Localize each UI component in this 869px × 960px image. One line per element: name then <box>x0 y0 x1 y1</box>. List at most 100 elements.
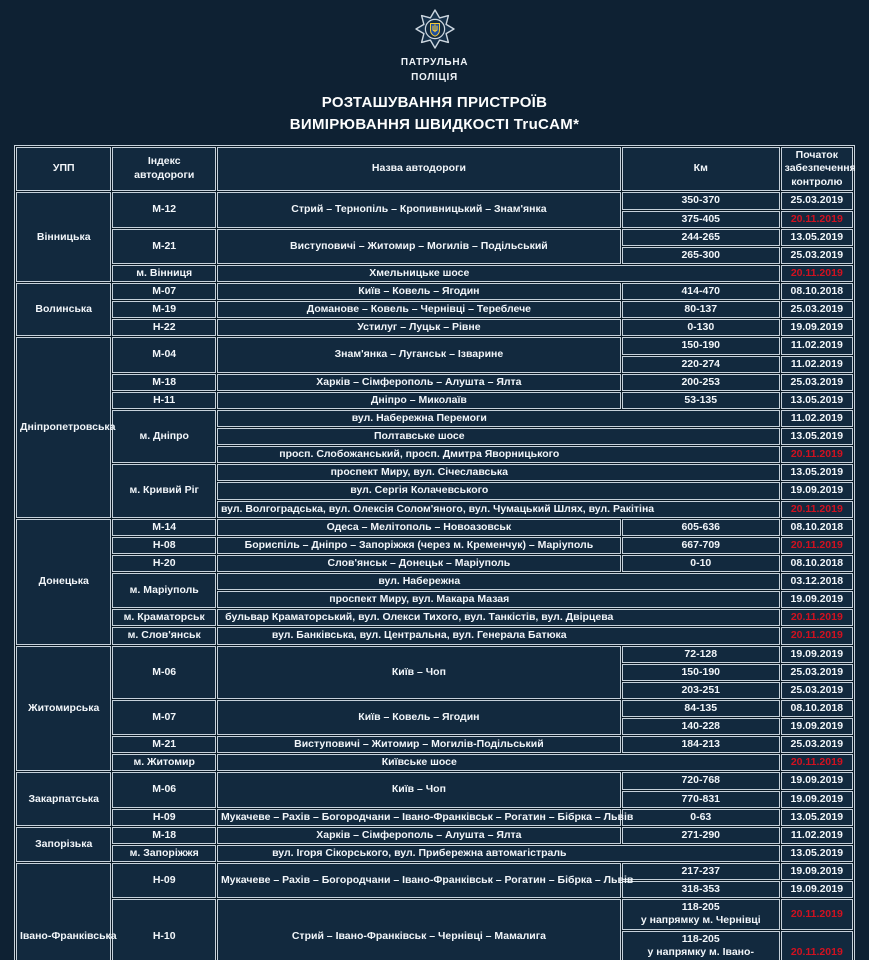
date-cell: 13.05.2019 <box>780 428 853 446</box>
column-header: УПП <box>16 146 112 192</box>
date-cell: 20.11.2019 <box>780 500 853 518</box>
table-head: УПП Індекс автодороги Назва автодороги Км По… <box>16 146 856 192</box>
km-cell: 84-135 <box>621 699 780 718</box>
date-cell: 25.03.2019 <box>780 246 853 264</box>
km-cell: 244-265 <box>621 228 780 246</box>
street-cell: вул. Ігоря Сікорського, вул. Прибережна … <box>216 844 780 863</box>
table-row: Н-08 Бориспіль – Дніпро – Запоріжжя (чере… <box>16 536 853 554</box>
date-cell: 19.09.2019 <box>780 772 853 790</box>
table-row: просп. Слобожанський, просп. Дмитра Явор… <box>16 446 853 464</box>
devices-table: УПП Індекс автодороги Назва автодороги Км По… <box>14 144 856 960</box>
street-cell: проспект Миру, вул. Макара Мазая <box>216 591 780 609</box>
table-row: М-21 Виступовичі – Житомир – Могилів – По… <box>16 228 853 264</box>
km-cell: 150-190 <box>621 337 780 355</box>
table-row: Н-09 Мукачеве – Рахів – Богородчани – Іва… <box>16 808 853 826</box>
date-cell: 13.05.2019 <box>780 808 853 826</box>
road-index-cell: М-21 <box>112 228 216 264</box>
km-cell: 0-63 <box>621 808 780 826</box>
km-cell: 80-137 <box>621 301 780 319</box>
date-cell: 11.02.2019 <box>780 355 853 373</box>
table-row: 220-274 11.02.2019 <box>16 355 853 373</box>
date-cell: 20.11.2019 <box>780 930 853 960</box>
table-row: Івано-Франківська Н-09 Мукачеве – Рахів – … <box>16 863 853 960</box>
km-cell: 53-135 <box>621 391 780 409</box>
date-cell: 08.10.2018 <box>780 283 853 301</box>
date-cell: 20.11.2019 <box>780 609 853 627</box>
column-header: Назва автодороги <box>216 146 621 192</box>
table-row: Дніпропетровська М-04 Знам'янка – Луганськ… <box>16 337 853 518</box>
road-index-cell: М-12 <box>112 192 216 228</box>
road-index-cell: м. Маріуполь <box>112 573 216 609</box>
region-cell: Закарпатська <box>16 772 112 826</box>
date-cell: 08.10.2018 <box>780 518 853 536</box>
date-cell: 25.03.2019 <box>780 373 853 391</box>
table-row: проспект Миру, вул. Макара Мазая 19.09.20… <box>16 591 853 609</box>
road-index-cell: м. Краматорськ <box>112 609 216 627</box>
road-index-cell: М-18 <box>112 373 216 391</box>
road-name-cell: Знам'янка – Луганськ – Ізварине <box>216 337 621 373</box>
road-index-cell: Н-10 <box>112 899 216 960</box>
police-badge-icon <box>414 9 455 49</box>
table-row: Закарпатська М-06 Київ – Чоп 720-768 19.09.2… <box>16 772 853 826</box>
date-cell: 19.09.2019 <box>780 790 853 808</box>
km-cell: 0-130 <box>621 319 780 337</box>
km-cell: 375-405 <box>621 210 780 228</box>
date-cell: 25.03.2019 <box>780 736 853 754</box>
region-cell: Житомирська <box>16 645 112 772</box>
table-row: Н-20 Слов'янськ – Донецьк – Маріуполь 0-10… <box>16 554 853 573</box>
km-cell: 720-768 <box>621 772 780 790</box>
date-cell: 13.05.2019 <box>780 844 853 863</box>
km-cell: 217-237 <box>621 863 780 881</box>
date-cell: 19.09.2019 <box>780 863 853 881</box>
street-cell: бульвар Краматорський, вул. Олекси Тихог… <box>216 609 780 627</box>
date-cell: 11.02.2019 <box>780 409 853 428</box>
km-cell: 140-228 <box>621 718 780 736</box>
date-cell: 08.10.2018 <box>780 554 853 573</box>
date-cell: 13.05.2019 <box>780 391 853 409</box>
road-index-cell: М-06 <box>112 772 216 808</box>
road-name-cell: Мукачеве – Рахів – Богородчани – Івано-Ф… <box>216 808 633 826</box>
table-row: М-19 Доманове – Ковель – Чернівці – Тереб… <box>16 301 853 319</box>
road-index-cell: м. Дніпро <box>112 409 216 464</box>
date-cell: 20.11.2019 <box>780 264 853 283</box>
km-cell: 414-470 <box>621 283 780 301</box>
region-cell: Волинська <box>16 283 112 337</box>
table-row: м. Краматорськ бульвар Краматорський, вул… <box>16 609 853 627</box>
date-cell: 25.03.2019 <box>780 663 853 681</box>
road-index-cell: М-07 <box>112 699 216 736</box>
street-cell: вул. Волгоградська, вул. Олексія Солом'я… <box>216 500 780 518</box>
table-row: м. Житомир Київське шосе 20.11.2019 <box>16 754 853 772</box>
street-cell: вул. Набережна <box>216 573 780 591</box>
road-name-cell: Стрий – Тернопіль – Кропивницький – Знам… <box>216 192 621 228</box>
table-row: 375-405 20.11.2019 <box>16 210 853 228</box>
date-cell: 13.05.2019 <box>780 464 853 482</box>
road-index-cell: М-21 <box>112 736 216 754</box>
table-row: Запорізька М-18 Харків – Сімферополь – Алу… <box>16 826 853 863</box>
brand-name: ПАТРУЛЬНА ПОЛІЦІЯ <box>0 56 869 85</box>
column-header: Км <box>621 146 780 192</box>
road-name-cell: Харків – Сімферополь – Алушта – Ялта <box>216 373 621 391</box>
date-cell: 20.11.2019 <box>780 446 853 464</box>
date-cell: 19.09.2019 <box>780 881 853 899</box>
table-row: вул. Волгоградська, вул. Олексія Солом'я… <box>16 500 853 518</box>
table-row: 150-190 25.03.2019 <box>16 663 853 681</box>
table-row: Н-22 Устилуг – Луцьк – Рівне 0-130 19.09.20… <box>16 319 853 337</box>
table-row: м. Слов'янськ вул. Банківська, вул. Центр… <box>16 627 853 645</box>
column-header: Початок забезпечення контролю <box>780 146 856 192</box>
table-row: 118-205 у напрямку м. Івано-Франківськ20… <box>16 930 853 960</box>
road-index-cell: м. Вінниця <box>112 264 216 283</box>
table-row: м. Маріуполь вул. Набережна 03.12.2018 <box>16 573 853 609</box>
table-row: 318-353 19.09.2019 <box>16 881 853 899</box>
road-index-cell: м. Запоріжжя <box>112 844 216 863</box>
date-cell: 19.09.2019 <box>780 319 853 337</box>
table-row: 203-251 25.03.2019 <box>16 681 853 699</box>
region-cell: Дніпропетровська <box>16 337 116 518</box>
km-cell: 72-128 <box>621 645 780 663</box>
date-cell: 08.10.2018 <box>780 699 853 718</box>
road-index-cell: Н-09 <box>112 863 216 899</box>
region-cell: Донецька <box>16 518 112 645</box>
brand-line-1: ПАТРУЛЬНА <box>400 57 469 68</box>
street-cell: проспект Миру, вул. Січеславська <box>216 464 780 482</box>
km-cell: 0-10 <box>621 554 780 573</box>
brand-line-2: ПОЛІЦІЯ <box>411 71 458 83</box>
